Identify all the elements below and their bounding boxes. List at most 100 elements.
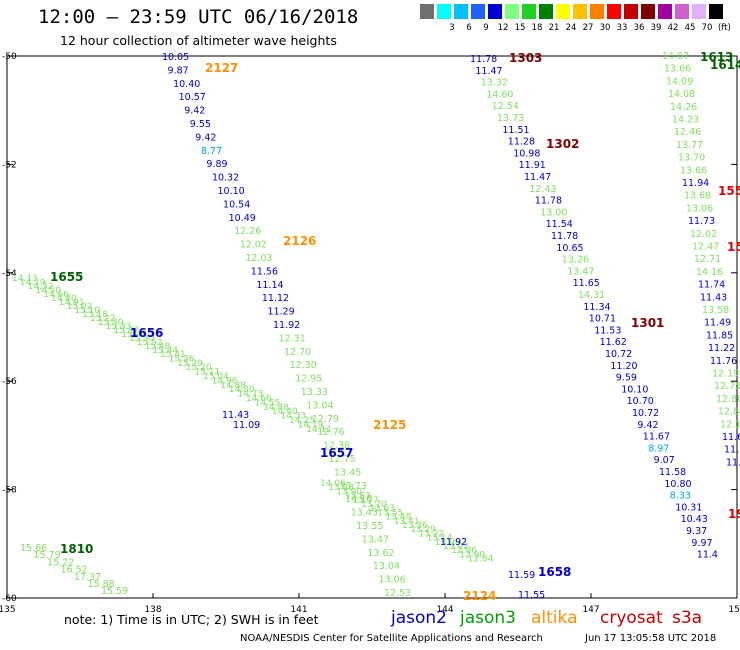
legend-unit: (ft) <box>718 23 731 33</box>
swh-value: 14.19 <box>20 278 46 288</box>
swh-value: 14.40 <box>272 407 298 417</box>
swh-value: 11.92 <box>440 537 467 548</box>
swh-value: 11.65 <box>573 278 600 289</box>
swh-value: 14.96 <box>212 376 238 386</box>
swh-value: 14.66 <box>43 290 69 300</box>
swh-value: 11.78 <box>535 196 562 207</box>
swh-value: 14.25 <box>289 416 315 426</box>
swh-value: 14.08 <box>668 89 695 100</box>
y-tick-label: -50 <box>2 52 17 62</box>
swh-value: 11.59 <box>508 570 535 581</box>
swh-value: 11.53 <box>594 325 621 336</box>
pass-time-label: 1657 <box>320 446 353 460</box>
legend-swatch <box>607 4 621 19</box>
x-tick-label: 135 <box>0 605 16 615</box>
swh-value: 14.19 <box>298 420 324 430</box>
swh-value: 9.97 <box>691 538 712 549</box>
swh-value: 12.96 <box>451 546 477 556</box>
swh-value: 14.73 <box>237 390 263 400</box>
swh-value: 10.57 <box>179 92 206 103</box>
legend-swatch <box>539 4 553 19</box>
pass-time-label: 1655 <box>50 270 83 284</box>
swh-value: 12.31 <box>279 333 306 344</box>
swh-value: 11.91 <box>519 160 546 171</box>
pass-time-label: 19 <box>728 507 740 521</box>
swh-value: 14.55 <box>255 398 281 408</box>
swh-value: 15.11 <box>194 368 220 378</box>
swh-value: 14.16 <box>696 267 723 278</box>
swh-value: 14.91 <box>59 298 85 308</box>
page-subtitle: 12 hour collection of altimeter wave hei… <box>60 33 337 48</box>
swh-value: 13.90 <box>336 487 362 497</box>
swh-value: 14.11 <box>306 425 332 435</box>
swh-value: 11.34 <box>583 302 610 313</box>
swh-value: 13.00 <box>540 207 567 218</box>
swh-value: 11.92 <box>273 320 300 331</box>
swh-value: 14.23 <box>672 115 699 126</box>
swh-value: 12.76 <box>317 427 344 438</box>
legend-label: 42 <box>667 23 679 33</box>
swh-value: 11.78 <box>551 231 578 242</box>
swh-value: 12.03 <box>245 253 272 264</box>
swh-value: 11.58 <box>659 467 686 478</box>
swh-value: 11.47 <box>524 172 551 183</box>
legend-swatch <box>454 4 468 19</box>
swh-value: 12.26 <box>234 226 261 237</box>
legend-label: 3 <box>449 23 455 33</box>
legend-label: 30 <box>599 23 611 33</box>
swh-value: 15.66 <box>20 543 47 554</box>
pass-time-label: 15 <box>727 240 740 254</box>
swh-value: 12.90 <box>459 550 485 560</box>
swh-value: 13.70 <box>678 153 705 164</box>
swh-value: 14.80 <box>229 385 255 395</box>
swh-value: 15.88 <box>88 579 115 590</box>
pass-time-label: 2127 <box>205 61 238 75</box>
swh-value: 14.06 <box>320 479 346 489</box>
swh-value: 11.28 <box>508 137 535 148</box>
legend-label: 12 <box>497 23 509 33</box>
x-tick-label: 147 <box>582 605 599 615</box>
swh-value: 12.70 <box>284 347 311 358</box>
swh-value: 10.98 <box>513 148 540 159</box>
legend-swatch <box>692 4 706 19</box>
swh-value: 17.37 <box>74 572 101 583</box>
pass-time-label: 2124 <box>463 589 496 603</box>
x-tick-label: 138 <box>144 605 161 615</box>
swh-value: 13.41 <box>394 517 420 527</box>
swh-value: 12.38 <box>323 441 350 452</box>
mission-label-jason3: jason3 <box>460 608 516 628</box>
swh-value: 15.41 <box>160 350 186 360</box>
swh-value: 12.02 <box>240 240 267 251</box>
swh-value: 13.47 <box>567 266 594 277</box>
swh-value: 11.43 <box>222 410 249 421</box>
footer-note: note: 1) Time is in UTC; 2) SWH is in fe… <box>64 612 319 627</box>
legend-label: 21 <box>548 23 560 33</box>
swh-value: 14.48 <box>263 403 289 413</box>
legend-swatch <box>488 4 502 19</box>
swh-value: 10.70 <box>627 396 654 407</box>
swh-value: 14.50 <box>35 286 61 296</box>
swh-value: 11.85 <box>706 330 733 341</box>
swh-value: 10.43 <box>681 514 708 525</box>
swh-value: 15.04 <box>203 372 229 382</box>
swh-value: 10.80 <box>664 479 691 490</box>
swh-value: 10.10 <box>218 186 245 197</box>
legend-swatch <box>573 4 587 19</box>
y-tick-label: -58 <box>2 486 17 496</box>
swh-value: 10.32 <box>212 173 239 184</box>
swh-value: 11.22 <box>708 343 735 354</box>
swh-value: 10.72 <box>632 408 659 419</box>
swh-value: 11.20 <box>610 361 637 372</box>
swh-value: 14.07 <box>662 51 689 62</box>
swh-value: 12.75 <box>714 381 740 392</box>
swh-value: 14.80 <box>51 294 77 304</box>
pass-time-label: 2125 <box>373 418 406 432</box>
swh-value: 15.33 <box>106 322 132 332</box>
swh-value: 8.97 <box>648 443 669 454</box>
swh-value: 12.47 <box>692 242 719 253</box>
swh-value: 9.37 <box>686 526 707 537</box>
swh-value: 15.79 <box>34 550 61 561</box>
legend-label: 18 <box>531 23 543 33</box>
swh-value: 10.40 <box>173 79 200 90</box>
swh-value: 11.56 <box>251 266 278 277</box>
